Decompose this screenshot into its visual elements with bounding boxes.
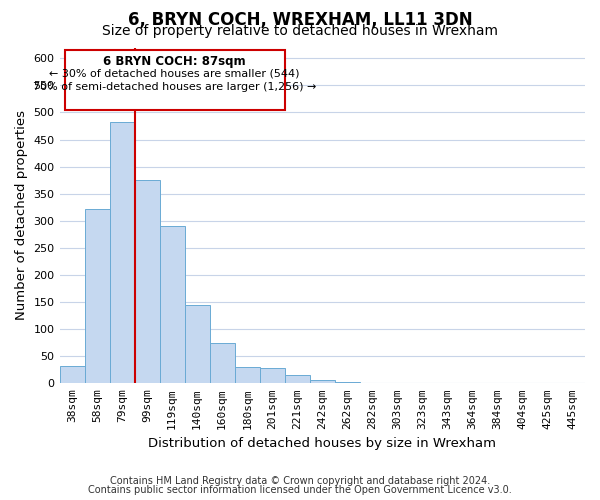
Text: Contains HM Land Registry data © Crown copyright and database right 2024.: Contains HM Land Registry data © Crown c… xyxy=(110,476,490,486)
Bar xyxy=(160,226,185,384)
Y-axis label: Number of detached properties: Number of detached properties xyxy=(15,110,28,320)
Bar xyxy=(185,306,209,384)
Bar xyxy=(59,366,85,384)
Bar xyxy=(410,383,435,384)
Bar xyxy=(285,374,310,384)
Bar xyxy=(310,380,335,384)
Bar xyxy=(85,209,110,384)
Text: ← 30% of detached houses are smaller (544): ← 30% of detached houses are smaller (54… xyxy=(49,68,300,78)
Bar xyxy=(335,382,360,384)
Bar xyxy=(134,180,160,384)
Text: 6 BRYN COCH: 87sqm: 6 BRYN COCH: 87sqm xyxy=(103,54,246,68)
Bar xyxy=(360,383,385,384)
Text: Size of property relative to detached houses in Wrexham: Size of property relative to detached ho… xyxy=(102,24,498,38)
X-axis label: Distribution of detached houses by size in Wrexham: Distribution of detached houses by size … xyxy=(148,437,496,450)
Bar xyxy=(235,366,260,384)
Text: 70% of semi-detached houses are larger (1,256) →: 70% of semi-detached houses are larger (… xyxy=(33,82,316,92)
Text: 6, BRYN COCH, WREXHAM, LL11 3DN: 6, BRYN COCH, WREXHAM, LL11 3DN xyxy=(128,12,472,30)
Bar xyxy=(385,383,410,384)
FancyBboxPatch shape xyxy=(65,50,285,110)
Bar xyxy=(535,383,560,384)
Text: Contains public sector information licensed under the Open Government Licence v3: Contains public sector information licen… xyxy=(88,485,512,495)
Bar xyxy=(110,122,134,384)
Bar xyxy=(209,342,235,384)
Bar xyxy=(260,368,285,384)
